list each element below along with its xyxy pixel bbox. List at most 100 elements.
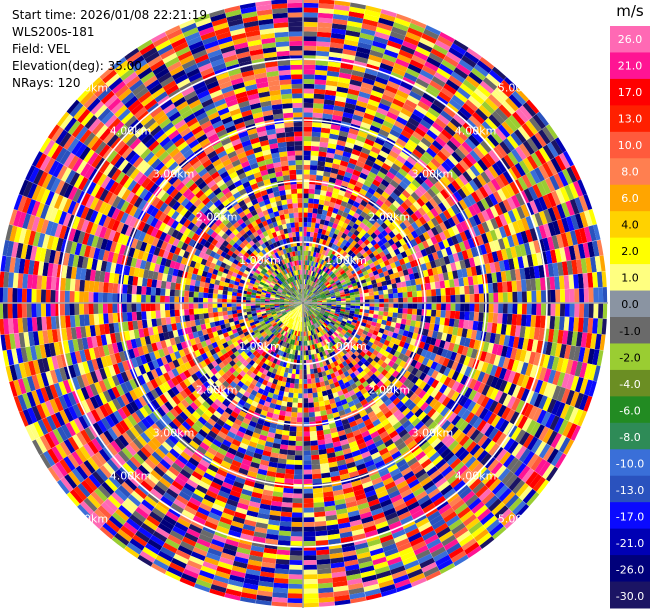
velocity-cell (309, 189, 315, 194)
velocity-cell (341, 305, 346, 307)
velocity-cell (374, 291, 379, 295)
velocity-cell (312, 388, 317, 393)
velocity-cell (488, 313, 494, 323)
velocity-cell (303, 46, 316, 51)
velocity-cell (303, 155, 311, 160)
velocity-cell (297, 355, 300, 360)
velocity-cell (312, 132, 321, 137)
velocity-cell (303, 503, 314, 508)
velocity-cell (303, 65, 315, 70)
velocity-cell (311, 151, 319, 156)
velocity-cell (425, 283, 431, 290)
velocity-cell (382, 285, 388, 290)
velocity-cell (560, 289, 565, 303)
velocity-cell (574, 303, 579, 317)
velocity-cell (303, 131, 312, 136)
velocity-cell (314, 194, 320, 199)
velocity-cell (430, 282, 436, 289)
velocity-cell (313, 113, 323, 119)
velocity-cell (303, 398, 308, 403)
velocity-cell (293, 398, 298, 403)
velocity-cell (346, 305, 351, 308)
velocity-cell (306, 236, 310, 241)
velocity-cell (417, 291, 422, 297)
velocity-cell (459, 286, 464, 295)
velocity-cell (396, 318, 402, 324)
velocity-cell (316, 46, 330, 52)
velocity-cell (426, 290, 431, 297)
velocity-cell (303, 198, 308, 203)
velocity-cell (379, 295, 384, 299)
velocity-cell (296, 369, 300, 374)
velocity-cell (436, 289, 441, 296)
velocity-cell (426, 310, 431, 317)
velocity-cell (315, 79, 327, 85)
velocity-cell (460, 295, 465, 303)
velocity-cell (294, 474, 303, 479)
velocity-cell (412, 309, 417, 315)
velocity-cell (312, 383, 317, 388)
velocity-cell (296, 436, 303, 441)
velocity-cell (313, 493, 323, 499)
velocity-cell (303, 536, 315, 541)
velocity-cell (303, 512, 314, 517)
velocity-cell (584, 303, 589, 318)
velocity-cell (470, 303, 475, 312)
velocity-cell (283, 493, 293, 499)
velocity-cell (446, 303, 451, 311)
velocity-cell (296, 427, 303, 432)
velocity-cell (281, 507, 292, 513)
velocity-cell (317, 392, 323, 398)
velocity-cell (303, 98, 314, 103)
velocity-cell (445, 288, 450, 296)
velocity-cell (303, 413, 309, 418)
velocity-cell (282, 396, 288, 402)
velocity-cell (398, 293, 403, 298)
velocity-cell (312, 464, 321, 470)
velocity-cell (303, 432, 310, 437)
velocity-cell (502, 314, 508, 325)
velocity-cell (303, 589, 318, 594)
velocity-cell (311, 455, 319, 460)
velocity-cell (310, 431, 317, 436)
velocity-cell (310, 165, 317, 170)
velocity-cell (303, 31, 317, 36)
velocity-cell (288, 589, 303, 594)
velocity-cell (303, 574, 317, 579)
velocity-cell (303, 146, 311, 151)
velocity-cell (570, 303, 575, 317)
velocity-cell (431, 289, 436, 296)
velocity-cell (384, 294, 389, 299)
velocity-cell (289, 579, 304, 584)
velocity-cell (283, 392, 289, 398)
velocity-cell (440, 288, 445, 296)
velocity-cell (313, 397, 319, 402)
velocity-cell (311, 146, 319, 151)
velocity-cell (307, 232, 311, 237)
velocity-cell (527, 291, 532, 303)
velocity-cell (291, 412, 297, 417)
velocity-cell (384, 307, 389, 312)
velocity-cell (303, 79, 315, 84)
velocity-cell (283, 425, 290, 431)
velocity-cell (465, 294, 470, 303)
velocity-cell (308, 388, 313, 393)
velocity-cell (565, 303, 570, 317)
velocity-cell (307, 222, 311, 227)
velocity-cell (311, 378, 316, 383)
velocity-cell (393, 298, 398, 303)
velocity-cell (574, 289, 579, 303)
velocity-cell (474, 285, 480, 294)
velocity-cell (303, 541, 316, 546)
velocity-cell (489, 303, 494, 313)
velocity-cell (308, 203, 313, 208)
velocity-cell (378, 290, 383, 295)
velocity-cell (318, 156, 326, 162)
velocity-cell (512, 292, 517, 303)
velocity-cell (314, 512, 325, 518)
velocity-cell (303, 17, 318, 22)
velocity-cell (296, 441, 303, 446)
velocity-cell (303, 551, 316, 556)
velocity-cell (508, 292, 513, 303)
velocity-cell (303, 427, 310, 432)
